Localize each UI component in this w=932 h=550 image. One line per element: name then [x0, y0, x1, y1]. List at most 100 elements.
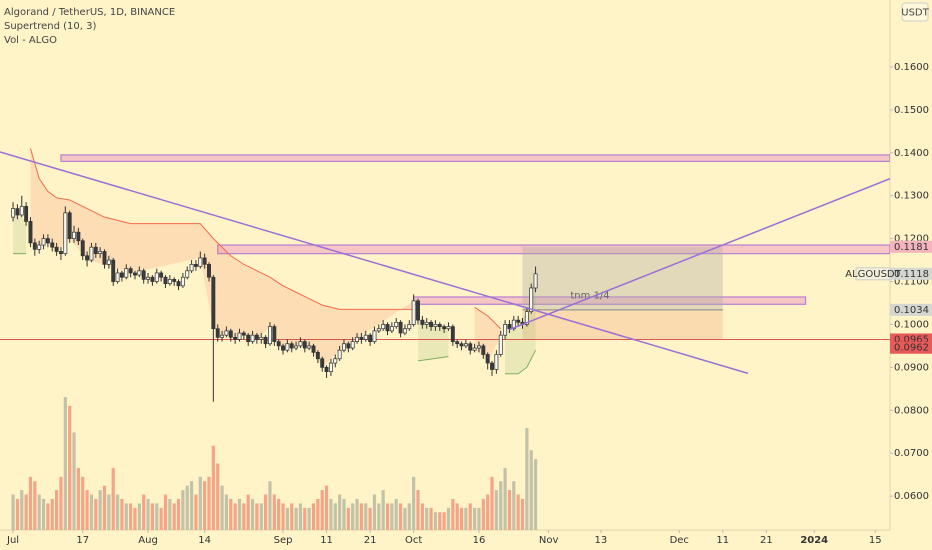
x-tick-label: Nov [539, 535, 559, 546]
volume-bar [429, 507, 433, 530]
volume-bar [76, 467, 80, 530]
candle-body [333, 358, 338, 364]
volume-bar [464, 507, 468, 530]
candle-body [133, 272, 137, 276]
candle-body [320, 358, 325, 368]
price-tag-label: 0.1181 [894, 242, 929, 253]
volume-bar [163, 494, 168, 530]
candle-body [363, 334, 368, 340]
candle-body [202, 257, 207, 265]
candle-body [459, 343, 464, 347]
volume-bar [50, 498, 54, 530]
candle-body [498, 334, 503, 355]
volume-bar [242, 503, 246, 530]
candle-body [463, 343, 468, 347]
x-tick-label: Dec [670, 535, 689, 546]
volume-bar [338, 494, 342, 530]
volume-bar [107, 494, 111, 530]
y-tick-label: 0.1300 [894, 191, 929, 202]
candle-body [167, 279, 172, 285]
volume-bar [98, 490, 102, 530]
x-tick-label: 17 [76, 535, 89, 546]
candle-body [355, 336, 359, 342]
y-tick-label: 0.1500 [894, 105, 929, 116]
candle-body [111, 259, 116, 282]
volume-bar [516, 494, 520, 530]
candle-body [154, 272, 159, 282]
supertrend-line [417, 356, 449, 362]
candle-body [89, 246, 94, 261]
candle-body [128, 268, 133, 274]
volume-bar [381, 490, 385, 530]
candle-body [342, 343, 346, 351]
candle-body [490, 362, 494, 370]
price-tag [890, 303, 932, 316]
candle-body [233, 336, 238, 340]
candle-body [507, 324, 512, 330]
volume-bar [490, 476, 494, 530]
plot-area: tnm 1/4 [0, 148, 890, 530]
volume-bar [220, 485, 224, 530]
candle-body [315, 351, 320, 360]
volume-bar [176, 498, 181, 530]
volume-bar [529, 450, 533, 530]
currency-button[interactable] [901, 2, 929, 22]
candle-body [11, 208, 16, 218]
y-tick-label: 0.0700 [894, 448, 929, 459]
candle-body [246, 334, 251, 342]
candle-body [368, 334, 373, 342]
volume-bar [438, 512, 442, 530]
y-tick-label: 0.1600 [894, 62, 929, 73]
candle-body [376, 328, 381, 332]
x-tick-label: 11 [716, 535, 729, 546]
volume-bar [68, 405, 72, 530]
volume-bar [137, 503, 141, 530]
volume-bar [372, 494, 377, 530]
chart-title: Algorand / TetherUS, 1D, BINANCE [4, 7, 175, 18]
x-tick-label: 13 [595, 535, 608, 546]
currency-label[interactable]: USDT [901, 8, 929, 19]
price-tag [890, 267, 932, 280]
candle-body [150, 276, 155, 282]
candle-body [503, 324, 508, 336]
volume-bar [507, 490, 512, 530]
candle-body [189, 264, 194, 272]
volume-bar [59, 476, 63, 530]
volume-bar [133, 507, 137, 530]
volume-bar [246, 494, 250, 530]
candle-body [381, 324, 386, 330]
candle-body [19, 206, 24, 216]
candle-body [50, 242, 55, 248]
x-tick-label: 21 [760, 535, 773, 546]
candle-body [307, 345, 312, 349]
volume-bar [81, 476, 85, 530]
x-tick-label: 21 [364, 535, 377, 546]
volume-bar [390, 503, 394, 530]
volume-bar [442, 512, 446, 530]
candle-body [442, 326, 447, 330]
candle-body [472, 347, 477, 351]
candle-body [433, 324, 438, 327]
candle-body [241, 332, 246, 336]
volume-bar [316, 498, 320, 530]
candle-body [198, 257, 203, 267]
zone [60, 154, 890, 162]
candle-body [533, 273, 538, 289]
supertrend-fill [13, 208, 27, 254]
volume-bar [481, 498, 485, 530]
zone-label: tnm 1/4 [570, 290, 609, 301]
volume-bar [41, 498, 46, 530]
candle-body [429, 321, 434, 327]
candle-body [37, 244, 42, 250]
volume-bar [72, 432, 76, 530]
candle-body [124, 268, 129, 278]
volume-bar [468, 503, 472, 530]
volume-bar [37, 494, 41, 530]
volume-bar [525, 428, 529, 530]
candle-body [511, 319, 516, 330]
volume-bar [250, 498, 255, 530]
volume-bar [216, 463, 220, 530]
candle-body [180, 276, 185, 287]
candle-body [372, 330, 377, 342]
